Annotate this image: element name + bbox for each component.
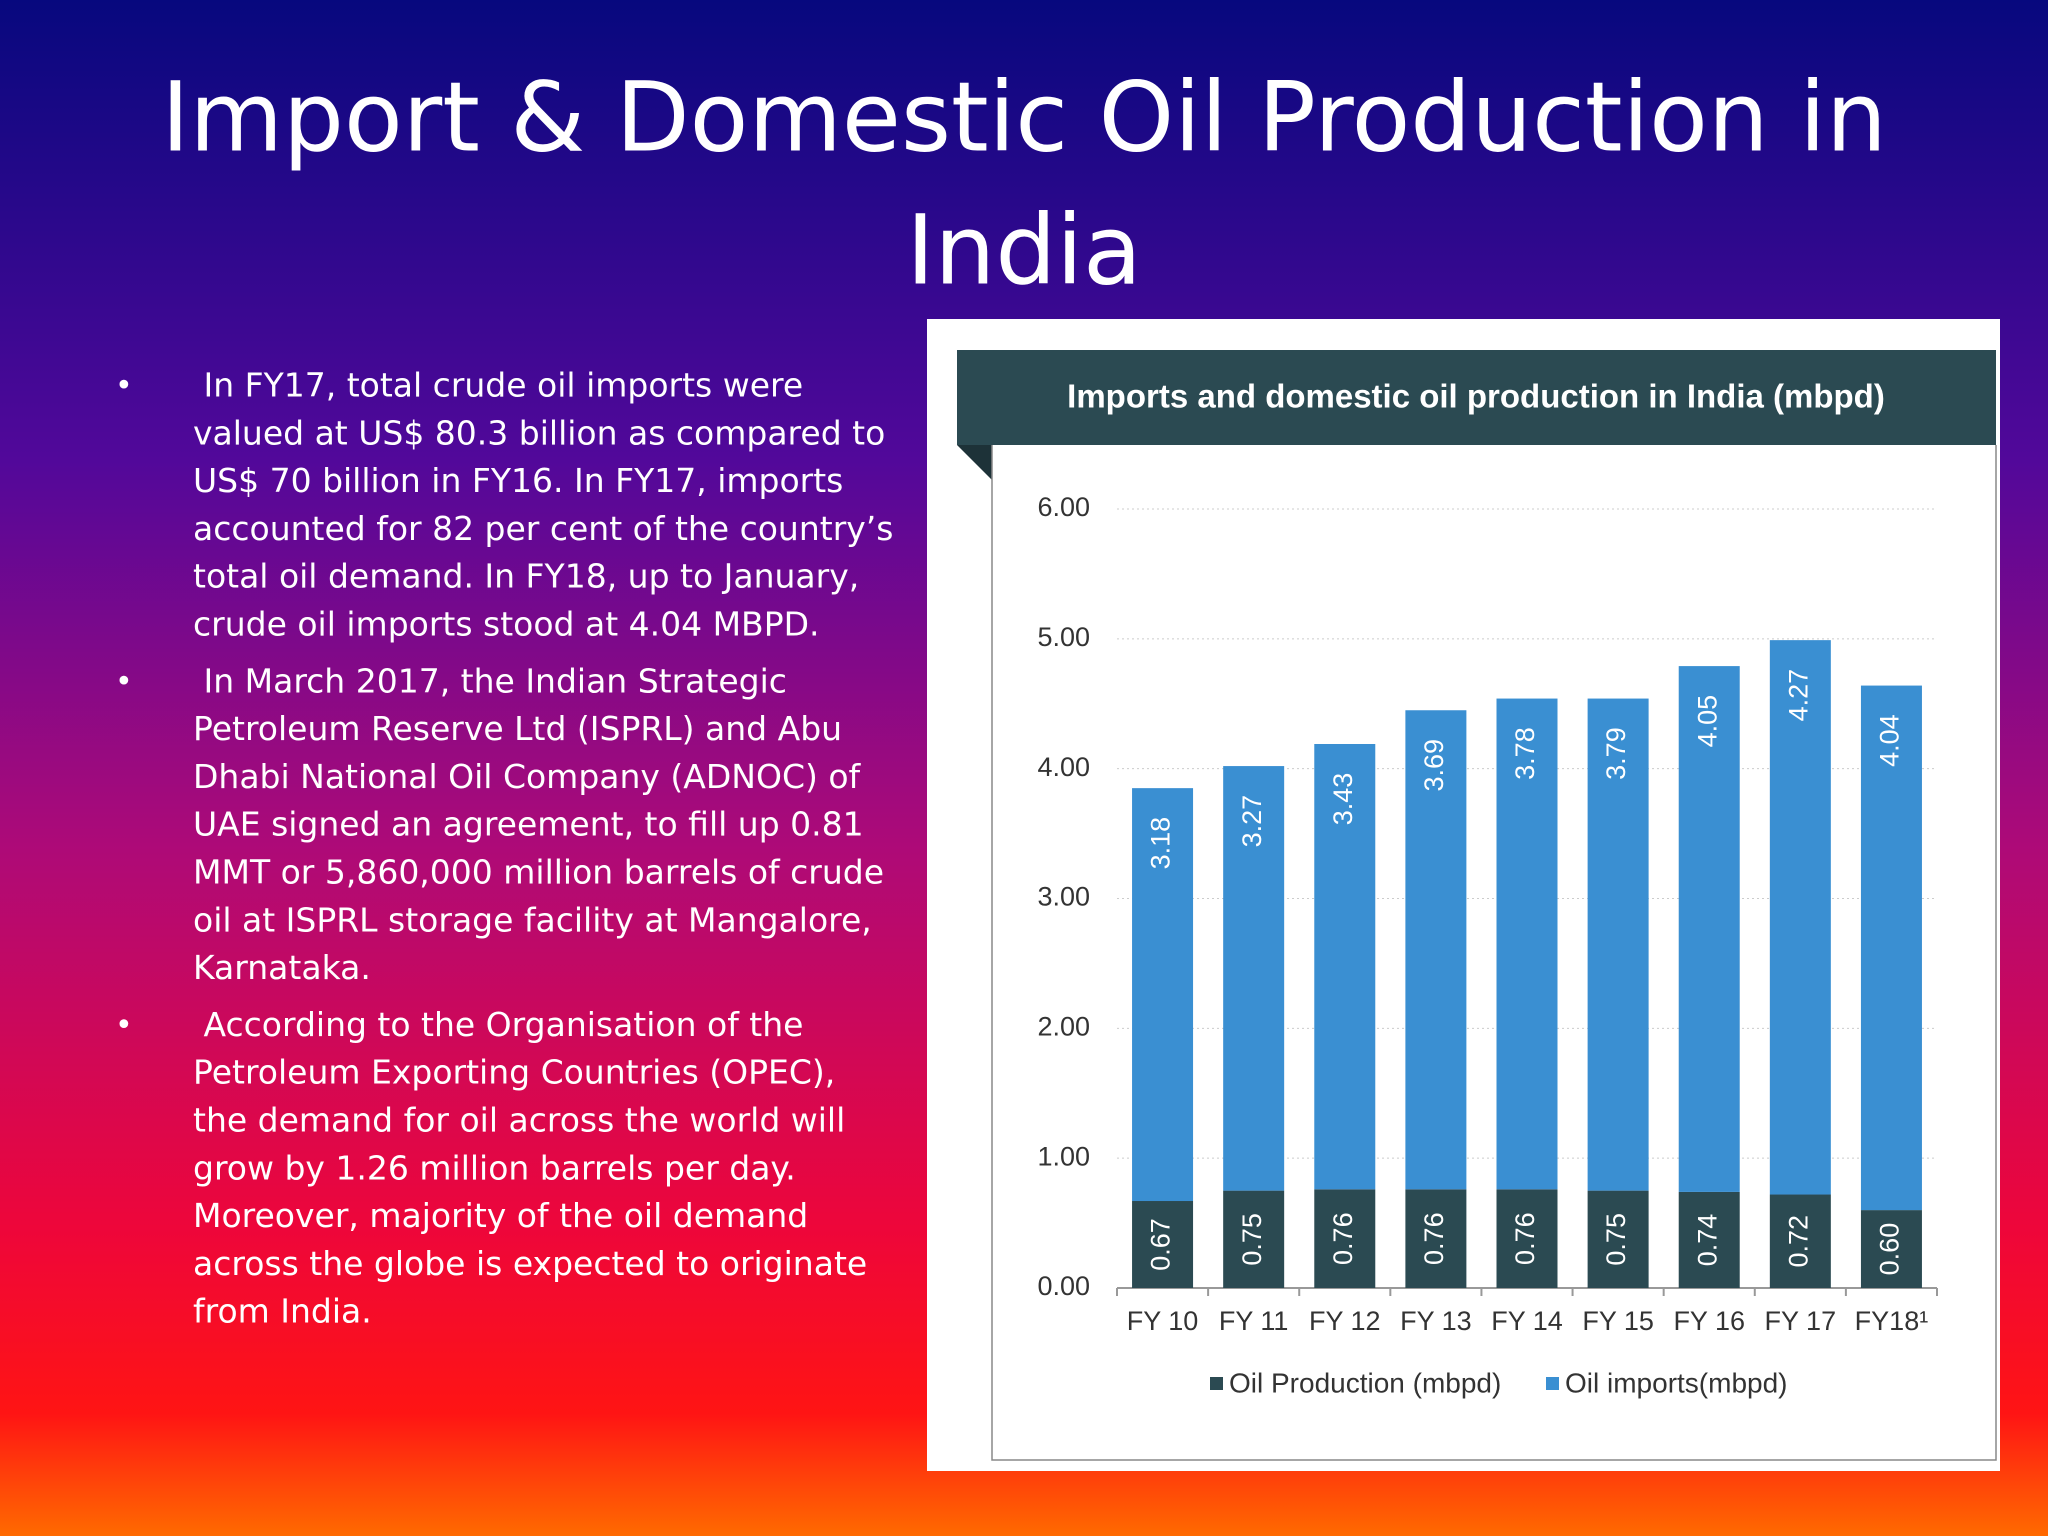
bullet-symbol: • (115, 1008, 133, 1043)
bar-segment (1223, 1190, 1285, 1288)
bullet-text: grow by 1.26 million barrels per day. (193, 1148, 796, 1187)
y-tick-label: 1.00 (1037, 1141, 1090, 1171)
bullet-text: the demand for oil across the world will (193, 1101, 845, 1140)
bullet-text: MMT or 5,860,000 million barrels of crud… (193, 853, 884, 892)
bullet-symbol: • (115, 664, 133, 699)
bullet-symbol: • (115, 369, 133, 404)
bar-segment (1496, 698, 1558, 1190)
bar-segment (1769, 640, 1831, 1195)
y-tick-label: 0.00 (1037, 1271, 1090, 1301)
data-label: 4.05 (1692, 695, 1722, 748)
x-tick-label: FY 17 (1765, 1306, 1837, 1336)
x-tick-label: FY 16 (1673, 1306, 1745, 1336)
y-tick-label: 3.00 (1037, 882, 1090, 912)
bar-segment (1587, 1190, 1649, 1288)
bar-segment (1405, 710, 1467, 1190)
bullet-text: accounted for 82 per cent of the country… (193, 509, 893, 548)
x-tick-label: FY 10 (1127, 1306, 1199, 1336)
data-label: 0.72 (1783, 1215, 1813, 1268)
bar-segment (1132, 1201, 1194, 1288)
bar-segment (1496, 1189, 1558, 1288)
y-tick-label: 5.00 (1037, 622, 1090, 652)
data-label: 3.78 (1510, 727, 1540, 780)
x-tick-label: FY 13 (1400, 1306, 1472, 1336)
bullet-text: US$ 70 billion in FY16. In FY17, imports (193, 461, 843, 500)
data-label: 3.27 (1237, 795, 1267, 848)
data-label: 0.76 (1419, 1212, 1449, 1265)
data-label: 0.74 (1692, 1214, 1722, 1267)
data-label: 4.27 (1783, 669, 1813, 722)
bar-segment (1314, 743, 1376, 1190)
bar-segment (1223, 766, 1285, 1191)
bullet-text: UAE signed an agreement, to fill up 0.81 (193, 805, 864, 844)
bullet-text: valued at US$ 80.3 billion as compared t… (193, 413, 885, 452)
data-label: 0.67 (1146, 1218, 1176, 1271)
chart-frame (991, 445, 1997, 1461)
bullet-text: from India. (193, 1292, 372, 1331)
data-label: 3.18 (1146, 817, 1176, 870)
data-label: 0.60 (1875, 1223, 1905, 1276)
data-label: 4.04 (1875, 714, 1905, 767)
chart-title: Imports and domestic oil production in I… (1067, 378, 1885, 415)
legend-label: Oil imports(mbpd) (1565, 1367, 1787, 1398)
bar-segment (1678, 666, 1740, 1192)
slide-title: Import & Domestic Oil Production in (161, 61, 1887, 173)
bar-segment (1132, 788, 1194, 1202)
header-fold (957, 445, 992, 480)
y-tick-label: 6.00 (1037, 492, 1090, 522)
bullet-text: According to the Organisation of the (193, 1005, 803, 1044)
bullet-text: crude oil imports stood at 4.04 MBPD. (193, 605, 820, 644)
data-label: 3.43 (1328, 773, 1358, 826)
bullet-text: Karnataka. (193, 948, 371, 987)
bullet-text: across the globe is expected to originat… (193, 1244, 867, 1283)
bar-segment (1405, 1189, 1467, 1288)
bar-segment (1587, 698, 1649, 1191)
bar-segment (1678, 1191, 1740, 1288)
x-tick-label: FY 14 (1491, 1306, 1563, 1336)
bullet-text: Petroleum Exporting Countries (OPEC), (193, 1053, 835, 1092)
legend-swatch (1210, 1377, 1223, 1390)
chart-header (957, 350, 1996, 445)
bullet-text: total oil demand. In FY18, up to January… (193, 557, 859, 596)
data-label: 0.76 (1328, 1212, 1358, 1265)
bullet-text: Petroleum Reserve Ltd (ISPRL) and Abu (193, 709, 842, 748)
x-tick-label: FY 11 (1219, 1306, 1289, 1336)
bar-segment (1769, 1194, 1831, 1288)
x-tick-label: FY 12 (1309, 1306, 1381, 1336)
data-label: 0.75 (1601, 1213, 1631, 1266)
bar-segment (1860, 685, 1922, 1211)
bar-segment (1314, 1189, 1376, 1288)
data-label: 0.76 (1510, 1212, 1540, 1265)
bullet-text: Moreover, majority of the oil demand (193, 1196, 808, 1235)
bullet-text: In FY17, total crude oil imports were (193, 366, 803, 405)
x-tick-label: FY18¹ (1855, 1306, 1929, 1336)
bullet-text: Dhabi National Oil Company (ADNOC) of (193, 757, 862, 796)
data-label: 3.69 (1419, 739, 1449, 792)
slide-title: India (906, 194, 1142, 306)
legend-label: Oil Production (mbpd) (1229, 1367, 1501, 1398)
bullet-text: oil at ISPRL storage facility at Mangalo… (193, 900, 872, 939)
y-tick-label: 4.00 (1037, 752, 1090, 782)
x-tick-label: FY 15 (1582, 1306, 1654, 1336)
legend-swatch (1546, 1377, 1559, 1390)
data-label: 0.75 (1237, 1213, 1267, 1266)
bar-segment (1860, 1210, 1922, 1288)
data-label: 3.79 (1601, 727, 1631, 780)
y-tick-label: 2.00 (1037, 1011, 1090, 1041)
bullet-text: In March 2017, the Indian Strategic (193, 661, 787, 700)
